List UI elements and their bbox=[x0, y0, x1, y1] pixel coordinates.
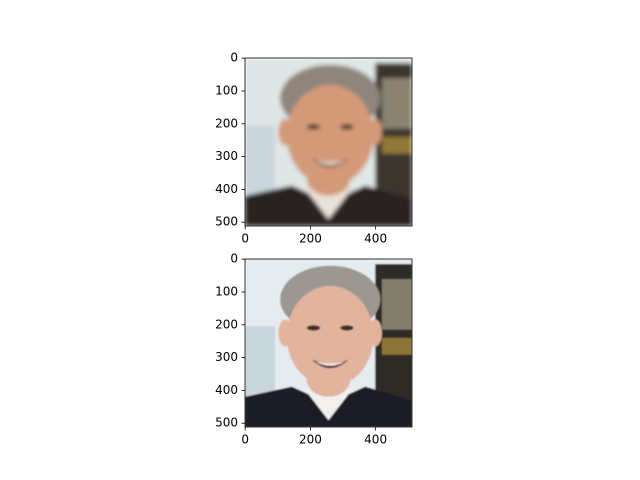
y-tick-label: 200 bbox=[215, 317, 238, 331]
window bbox=[245, 125, 276, 201]
axes-frame bbox=[244, 57, 413, 227]
x-tick-label: 200 bbox=[299, 433, 322, 447]
poster-band bbox=[381, 136, 412, 154]
image bbox=[245, 259, 412, 427]
eye bbox=[306, 325, 321, 331]
y-tick-label: 100 bbox=[215, 284, 238, 298]
y-tick-label: 400 bbox=[215, 383, 238, 397]
y-tick-label: 400 bbox=[215, 182, 238, 196]
x-tick-label: 400 bbox=[364, 232, 387, 246]
axes-frame bbox=[244, 258, 413, 428]
x-tick-label: 0 bbox=[241, 433, 249, 447]
teeth bbox=[315, 361, 346, 366]
x-tick-label: 0 bbox=[241, 232, 249, 246]
y-tick-label: 500 bbox=[215, 416, 238, 430]
x-tick-label: 200 bbox=[299, 232, 322, 246]
face bbox=[286, 84, 374, 186]
photo bbox=[245, 58, 412, 226]
y-tick-label: 500 bbox=[215, 215, 238, 229]
window bbox=[245, 326, 276, 402]
y-tick-label: 100 bbox=[215, 83, 238, 97]
eye bbox=[340, 124, 354, 130]
y-tick-label: 0 bbox=[230, 252, 238, 266]
eye bbox=[306, 124, 321, 130]
image bbox=[245, 58, 412, 226]
teeth bbox=[315, 160, 346, 165]
y-tick-label: 300 bbox=[215, 149, 238, 163]
poster-band bbox=[381, 337, 412, 355]
x-tick-label: 400 bbox=[364, 433, 387, 447]
y-tick-label: 0 bbox=[230, 51, 238, 65]
eye bbox=[340, 325, 354, 331]
poster-band bbox=[381, 279, 412, 330]
face bbox=[286, 285, 374, 387]
photo bbox=[245, 259, 412, 427]
poster-band bbox=[381, 78, 412, 129]
y-tick-label: 300 bbox=[215, 350, 238, 364]
y-tick-label: 200 bbox=[215, 116, 238, 130]
